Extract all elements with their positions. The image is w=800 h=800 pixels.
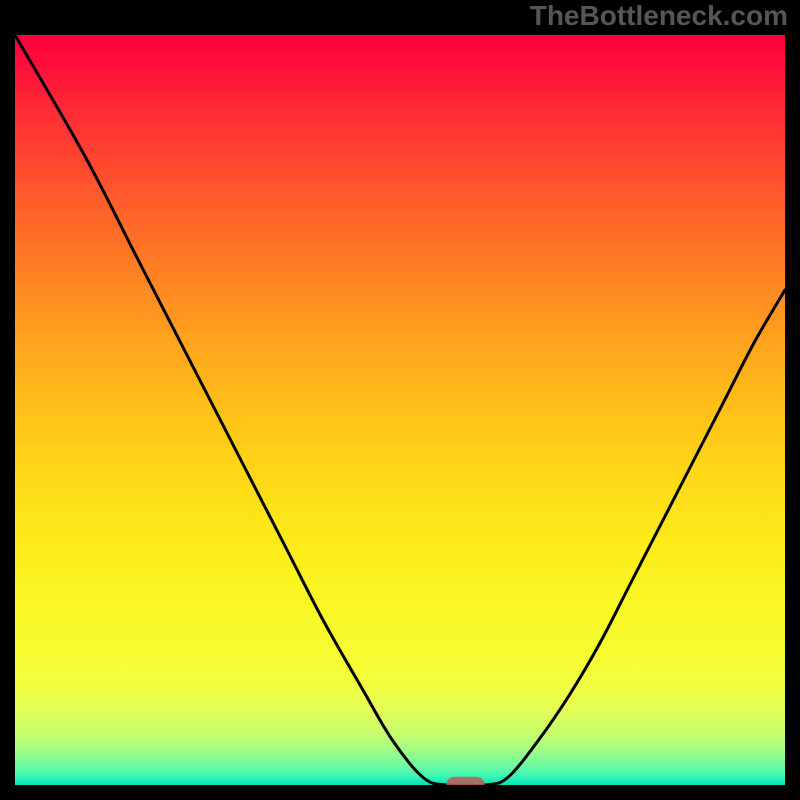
gradient-background [15,35,785,785]
optimal-marker [446,777,485,785]
watermark-label: TheBottleneck.com [530,0,788,32]
bottleneck-chart [15,35,785,785]
